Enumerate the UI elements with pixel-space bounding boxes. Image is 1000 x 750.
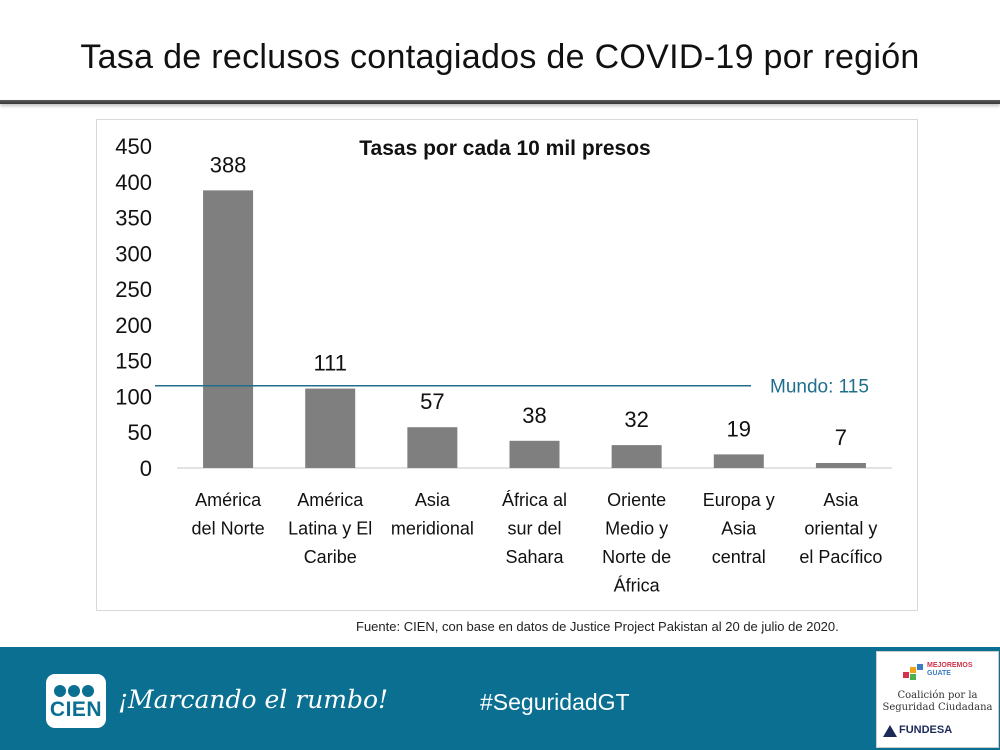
- mejoremos-guate-icon: [903, 664, 923, 680]
- bar-chart: Tasas por cada 10 mil presos 0 50 100 150 20…: [115, 134, 892, 596]
- category-label-line: del Norte: [192, 519, 265, 539]
- bar: [509, 440, 560, 468]
- coalition-line-2: Seguridad Ciudadana: [882, 702, 993, 713]
- y-tick-label: 0: [140, 456, 152, 481]
- category-label-line: oriental y: [804, 519, 877, 539]
- partner-logos: MEJOREMOS GUATE Coalición por la Segurid…: [876, 651, 999, 748]
- y-tick-label: 250: [115, 277, 152, 302]
- y-tick-label: 150: [115, 349, 152, 374]
- category-label-line: Caribe: [304, 547, 357, 567]
- bar-value-label: 32: [624, 407, 648, 432]
- brand-guate: GUATE: [927, 670, 951, 677]
- category-label-line: sur del: [507, 519, 561, 539]
- category-label: África al sur del Sahara: [502, 490, 567, 567]
- category-label: Oriente Medio y Norte de África: [602, 490, 671, 596]
- cien-logo: CIEN: [46, 674, 106, 728]
- category-label-line: Sahara: [505, 547, 564, 567]
- bar: [815, 462, 866, 468]
- category-label-line: central: [712, 547, 766, 567]
- category-label-line: América: [297, 490, 364, 510]
- bar-value-label: 19: [727, 416, 751, 441]
- chart-frame: Tasas por cada 10 mil presos 0 50 100 150 20…: [96, 119, 918, 611]
- category-label-line: meridional: [391, 519, 474, 539]
- source-note: Fuente: CIEN, con base en datos de Justi…: [356, 619, 839, 634]
- chart-title: Tasas por cada 10 mil presos: [359, 137, 650, 160]
- y-tick-label: 450: [115, 134, 152, 159]
- y-tick-label: 400: [115, 170, 152, 195]
- y-tick-label: 200: [115, 313, 152, 338]
- mejoremos-guate-label: MEJOREMOS GUATE: [927, 662, 973, 678]
- reference-line-label: Mundo: 115: [770, 377, 869, 398]
- y-tick-label: 50: [128, 420, 152, 445]
- category-label-line: el Pacífico: [799, 547, 882, 567]
- category-label-line: Asia: [415, 490, 451, 510]
- category-label: América del Norte: [192, 490, 265, 539]
- bar: [203, 190, 254, 468]
- category-label-line: África: [614, 576, 661, 596]
- fundesa-icon: [883, 725, 897, 737]
- bar-value-label: 38: [522, 403, 546, 428]
- bar-value-label: 57: [420, 389, 444, 414]
- y-tick-label: 350: [115, 206, 152, 231]
- bar-value-label: 7: [835, 425, 847, 450]
- slogan: ¡Marcando el rumbo!: [118, 685, 389, 714]
- bar: [305, 388, 356, 468]
- category-label-line: Norte de: [602, 547, 671, 567]
- coalition-line-1: Coalición por la: [897, 690, 978, 701]
- bar: [407, 427, 458, 468]
- coalition-text: Coalición por la Seguridad Ciudadana: [877, 690, 998, 714]
- category-label: Europa y Asia central: [703, 490, 775, 567]
- category-label: América Latina y El Caribe: [288, 490, 372, 567]
- category-label-line: Medio y: [605, 519, 668, 539]
- y-tick-label: 300: [115, 241, 152, 266]
- y-tick-label: 100: [115, 384, 152, 409]
- category-label-line: Latina y El: [288, 519, 372, 539]
- bar: [713, 454, 764, 468]
- page-title: Tasa de reclusos contagiados de COVID-19…: [80, 38, 920, 76]
- category-label-line: Asia: [823, 490, 859, 510]
- category-label-line: África al: [502, 490, 567, 510]
- category-label-line: Europa y: [703, 490, 775, 510]
- bar-value-label: 111: [313, 351, 346, 376]
- footer-bar: CIEN ¡Marcando el rumbo! #SeguridadGT ME…: [0, 647, 1000, 750]
- brand-mejoremos: MEJOREMOS: [927, 662, 973, 669]
- bar: [611, 445, 662, 468]
- category-label-line: América: [195, 490, 262, 510]
- title-divider: [0, 100, 1000, 104]
- category-label-line: Oriente: [607, 490, 666, 510]
- bar-value-label: 388: [210, 152, 247, 177]
- category-label: Asia meridional: [391, 490, 474, 539]
- fundesa-label: FUNDESA: [899, 724, 953, 736]
- logo-text: CIEN: [49, 698, 103, 721]
- hashtag: #SeguridadGT: [480, 689, 630, 715]
- category-label-line: Asia: [721, 519, 757, 539]
- logo-dots-icon: [54, 684, 96, 702]
- category-label: Asia oriental y el Pacífico: [799, 490, 882, 567]
